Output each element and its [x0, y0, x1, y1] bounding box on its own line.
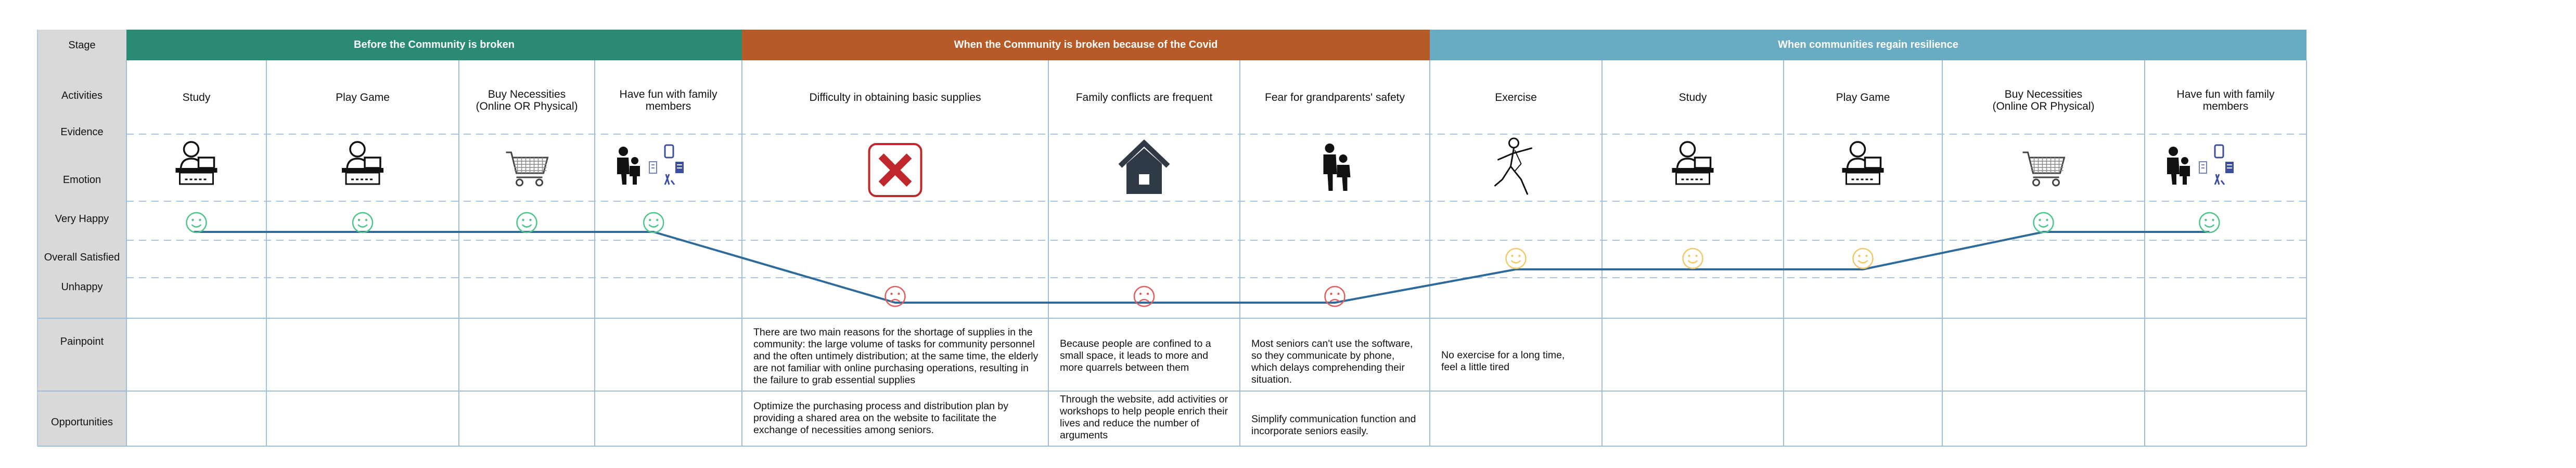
- family-icon: [617, 144, 684, 185]
- activity-label: Difficulty in obtaining basic supplies: [809, 92, 981, 103]
- emotion-face-very-happy: [2033, 212, 2054, 233]
- opportunity-text: Simplify communication function and inco…: [1251, 413, 1416, 437]
- emotion-face-very-happy: [2199, 212, 2220, 233]
- exercise-icon: [1494, 137, 1532, 195]
- phase-header-3: When communities regain resilience: [1430, 30, 2306, 60]
- activity-label: Study: [1678, 92, 1707, 103]
- desk-computer-icon: [342, 141, 383, 185]
- emotion-face-satisfied: [1505, 248, 1527, 269]
- row-label-overall-satisfied: Overall Satisfied: [44, 252, 120, 263]
- activity-label: Play Game: [336, 92, 390, 103]
- caregiver-icon: [1323, 144, 1351, 191]
- activity-label: Family conflicts are frequent: [1075, 92, 1213, 103]
- emotion-face-unhappy: [1133, 285, 1155, 307]
- family-icon: [2167, 144, 2234, 185]
- activity-label: Study: [182, 92, 211, 103]
- emotion-face-very-happy: [352, 212, 374, 233]
- row-label-activities: Activities: [61, 90, 102, 101]
- shopping-cart-icon: [506, 151, 549, 187]
- activity-label: Have fun with family members: [619, 88, 717, 112]
- activity-label: Buy Necessities (Online OR Physical): [476, 88, 578, 112]
- emotion-face-very-happy: [516, 212, 537, 233]
- activity-label: Exercise: [1495, 92, 1537, 103]
- row-label-opportunities: Opportunities: [51, 417, 113, 428]
- row-label-very-happy: Very Happy: [55, 213, 109, 225]
- activity-label: Play Game: [1836, 92, 1890, 103]
- label-column-bg: [37, 30, 126, 446]
- shopping-cart-icon: [2022, 151, 2066, 187]
- activity-label: Have fun with family members: [2176, 88, 2275, 112]
- opportunity-text: Optimize the purchasing process and dist…: [753, 400, 1008, 436]
- row-label-unhappy: Unhappy: [61, 281, 103, 293]
- row-label-emotion: Emotion: [62, 174, 101, 186]
- row-label-stage: Stage: [68, 39, 96, 51]
- desk-computer-icon: [175, 141, 217, 185]
- emotion-face-unhappy: [885, 285, 906, 307]
- painpoint-text: There are two main reasons for the short…: [753, 327, 1039, 386]
- painpoint-text: No exercise for a long time, feel a litt…: [1441, 349, 1565, 373]
- painpoint-text: Most seniors can't use the software, so …: [1251, 338, 1413, 385]
- phase-header-1: Before the Community is broken: [126, 30, 742, 60]
- emotion-face-satisfied: [1852, 248, 1874, 269]
- painpoint-text: Because people are confined to a small s…: [1060, 338, 1211, 373]
- activity-label: Fear for grandparents' safety: [1265, 92, 1405, 103]
- row-label-evidence: Evidence: [60, 126, 104, 138]
- emotion-face-satisfied: [1682, 248, 1703, 269]
- row-label-painpoint: Painpoint: [60, 336, 104, 347]
- home-icon: [1118, 139, 1170, 194]
- desk-computer-icon: [1672, 141, 1714, 185]
- activity-label: Buy Necessities (Online OR Physical): [1992, 88, 2095, 112]
- opportunity-text: Through the website, add activities or w…: [1060, 394, 1228, 441]
- emotion-face-unhappy: [1324, 285, 1345, 307]
- phase-header-2: When the Community is broken because of …: [742, 30, 1430, 60]
- close-box-icon: [868, 143, 922, 197]
- emotion-face-very-happy: [186, 212, 207, 233]
- desk-computer-icon: [1842, 141, 1884, 185]
- emotion-face-very-happy: [643, 212, 664, 233]
